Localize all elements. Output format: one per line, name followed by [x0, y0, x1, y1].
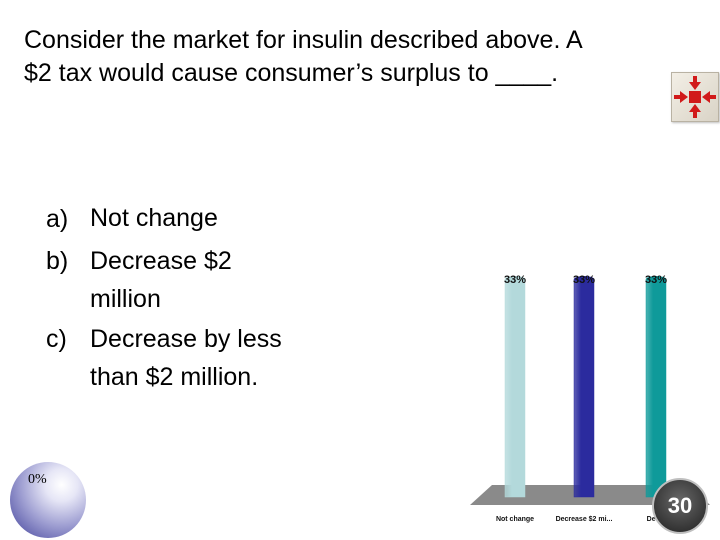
chart-value-label-1: 33% [573, 274, 595, 286]
show-responses-button[interactable] [671, 72, 719, 122]
answer-text: Not change [90, 204, 218, 232]
answer-option-b: b) Decrease $2 million [46, 240, 376, 318]
countdown-circle [10, 462, 86, 538]
chart-category-label-0: Not change [496, 516, 534, 523]
answer-list: a) Not change b) Decrease $2 million c) … [46, 198, 376, 396]
chart-bar-0 [504, 278, 526, 498]
answer-letter: c) [46, 325, 67, 353]
question-text: Consider the market for insulin describe… [24, 24, 674, 90]
question-line-2: $2 tax would cause consumer’s surplus to… [24, 59, 559, 87]
response-percent-label: 0% [28, 472, 47, 487]
chart-bar-cap-1 [574, 276, 594, 282]
chart-category-label-1: Decrease $2 mi... [556, 516, 613, 523]
arrows-converging-icon [674, 76, 716, 118]
answer-option-a: a) Not change [46, 198, 376, 240]
answer-text: Decrease by less than $2 million. [90, 325, 282, 391]
question-line-1: Consider the market for insulin describe… [24, 26, 583, 54]
answer-letter: b) [46, 247, 69, 275]
answer-text: Decrease $2 million [90, 247, 232, 313]
chart-bar-cap-2 [646, 276, 666, 282]
chart-bar-cap-0 [505, 276, 525, 282]
chart-value-label-0: 33% [504, 274, 526, 286]
chart-value-label-2: 33% [645, 274, 667, 286]
chart-bar-2 [645, 278, 667, 498]
timer-value: 30 [667, 493, 693, 518]
answer-option-c: c) Decrease by less than $2 million. [46, 318, 376, 396]
answer-letter: a) [46, 205, 69, 233]
chart-bar-1 [573, 278, 595, 498]
countdown-timer-badge: 30 [652, 478, 708, 534]
